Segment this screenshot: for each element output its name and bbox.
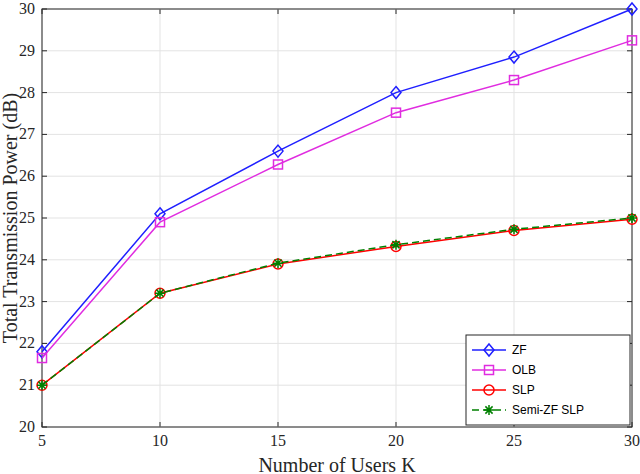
tick-label: 15 — [270, 432, 286, 449]
marker — [156, 218, 165, 227]
grid-line — [42, 134, 632, 135]
tick — [42, 92, 47, 93]
tick — [396, 9, 397, 14]
plot-frame — [42, 9, 632, 427]
tick — [278, 9, 279, 14]
marker — [391, 87, 401, 99]
grid-line — [42, 176, 632, 177]
marker — [484, 344, 494, 356]
grid-line — [42, 301, 632, 302]
tick-label: 22 — [19, 334, 35, 351]
tick — [42, 50, 47, 51]
marker — [509, 51, 519, 63]
tick — [627, 259, 632, 260]
tick-label: 30 — [624, 432, 640, 449]
tick — [278, 422, 279, 427]
tick — [42, 259, 47, 260]
legend-label: Semi-ZF SLP — [512, 403, 584, 417]
tick-label: 30 — [19, 0, 35, 17]
marker — [485, 366, 494, 375]
marker — [273, 258, 283, 268]
tick-label: 27 — [19, 125, 35, 142]
plot-background — [42, 9, 632, 427]
tick-label: 20 — [19, 418, 35, 435]
marker — [37, 380, 47, 390]
marker — [155, 288, 165, 298]
marker — [627, 213, 637, 223]
marker — [273, 145, 283, 157]
marker — [509, 224, 519, 234]
series-line — [42, 9, 632, 352]
x-axis-label: Number of Users K — [258, 454, 416, 474]
plot-area — [37, 3, 637, 390]
tick — [160, 422, 161, 427]
tick — [42, 134, 47, 135]
y-axis-label: Total Transmission Power (dB) — [0, 93, 22, 343]
tick — [627, 92, 632, 93]
tick-label: 29 — [19, 42, 35, 59]
legend-line — [472, 389, 506, 391]
tick — [42, 301, 47, 302]
grid-line — [42, 92, 632, 93]
tick-label: 26 — [19, 167, 35, 184]
tick-label: 28 — [19, 84, 35, 101]
grid-line — [42, 259, 632, 260]
marker — [37, 380, 47, 390]
tick-label: 20 — [388, 432, 404, 449]
legend-label: ZF — [512, 343, 527, 357]
tick — [627, 176, 632, 177]
grid-line — [42, 50, 632, 51]
tick — [42, 343, 47, 344]
marker — [510, 76, 519, 85]
marker — [274, 160, 283, 169]
marker — [38, 354, 47, 363]
marker — [484, 405, 494, 415]
tick — [42, 176, 47, 177]
tick-label: 25 — [19, 209, 35, 226]
legend-line — [472, 349, 506, 351]
tick — [396, 422, 397, 427]
tick-label: 5 — [38, 432, 46, 449]
chart: 5 10 15 20 25 30 20 21 22 23 24 25 26 27 28 29 30 Number … — [0, 0, 640, 474]
tick — [42, 218, 47, 219]
tick — [627, 50, 632, 51]
legend: ZF OLB SLP Semi-ZF SLP — [466, 335, 630, 425]
tick-label: 24 — [19, 251, 35, 268]
marker — [391, 240, 401, 250]
legend-box — [466, 335, 630, 425]
tick-label: 21 — [19, 376, 35, 393]
legend-line — [472, 369, 506, 371]
tick-label: 23 — [19, 293, 35, 310]
legend-label: OLB — [512, 363, 536, 377]
grid-line — [42, 218, 632, 219]
tick — [627, 301, 632, 302]
marker — [155, 288, 165, 298]
tick — [160, 9, 161, 14]
tick — [514, 9, 515, 14]
marker — [484, 385, 494, 395]
series-line — [42, 40, 632, 358]
marker — [37, 346, 47, 358]
marker — [627, 3, 637, 15]
marker — [392, 108, 401, 117]
tick — [627, 134, 632, 135]
legend-label: SLP — [512, 383, 535, 397]
tick-label: 10 — [152, 432, 168, 449]
tick-label: 25 — [506, 432, 522, 449]
marker — [628, 36, 637, 45]
